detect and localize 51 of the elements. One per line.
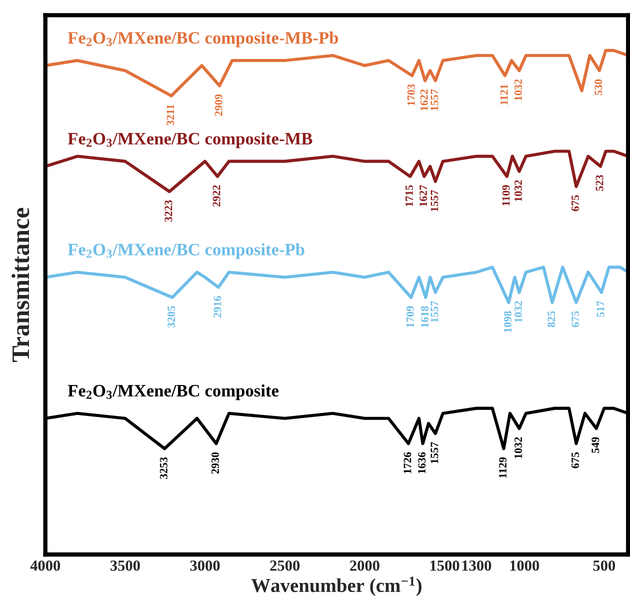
annotation: 675 (572, 452, 580, 468)
annotation: 825 (548, 311, 556, 328)
series-label: Fe$_{2}$O$_{3}$/MXene/BC composite-MB-Pb (68, 32, 338, 48)
x-tick-label: 3500 (110, 560, 140, 571)
x-tick-label: 3000 (190, 560, 220, 571)
annotation: 1032 (514, 180, 522, 202)
y-axis-title: Transmittance (12, 208, 30, 362)
annotation: 1129 (499, 457, 507, 478)
series-label: Fe$_{2}$O$_{3}$/MXene/BC composite-MB (68, 132, 312, 148)
annotation: 1032 (514, 79, 522, 100)
annotation: 675 (572, 311, 580, 328)
x-axis-title: Wavenumber (cm$^{−1}$) (251, 576, 422, 596)
annotation: 517 (596, 300, 604, 317)
x-tick-label: 2500 (270, 560, 300, 571)
annotation: 1709 (406, 306, 414, 328)
annotation: 1703 (407, 84, 415, 106)
annotation: 1622 (420, 89, 428, 110)
annotation: 1032 (514, 437, 522, 458)
annotation: 2916 (214, 296, 222, 318)
x-tick-label: 2000 (350, 560, 380, 571)
x-tick-label: 1500 (430, 560, 460, 571)
x-tick-label: 4000 (30, 560, 60, 571)
annotation: 3211 (166, 104, 174, 126)
annotation: 1109 (502, 185, 510, 206)
annotation: 2922 (212, 185, 220, 207)
annotation: 1636 (418, 452, 426, 474)
annotation: 549 (592, 437, 600, 454)
annotation: 1627 (420, 185, 428, 206)
annotation: 1098 (504, 311, 512, 332)
annotation: 1557 (430, 300, 438, 322)
annotation: 1618 (420, 306, 428, 328)
x-tick-label: 1000 (510, 560, 540, 571)
annotation: 1032 (514, 301, 522, 322)
annotation: 523 (596, 175, 604, 191)
annotation: 2909 (214, 94, 222, 116)
annotation: 2930 (211, 452, 219, 474)
annotation: 1557 (430, 190, 438, 212)
x-tick-label: 1300 (462, 560, 492, 571)
series-label: Fe$_{2}$O$_{3}$/MXene/BC composite-Pb (68, 243, 304, 259)
annotation: 3223 (164, 200, 172, 222)
annotation: 530 (594, 79, 602, 96)
annotation: 1715 (406, 185, 413, 206)
annotation: 1557 (430, 442, 438, 464)
series-label: Fe$_{2}$O$_{3}$/MXene/BC composite (68, 384, 279, 400)
annotation: 1726 (404, 452, 412, 474)
annotation: 675 (572, 195, 580, 212)
annotation: 1557 (430, 89, 438, 110)
annotation: 3205 (168, 306, 176, 328)
x-tick-label: 500 (593, 560, 616, 571)
annotation: 1121 (500, 84, 508, 105)
annotation: 3253 (160, 457, 168, 479)
